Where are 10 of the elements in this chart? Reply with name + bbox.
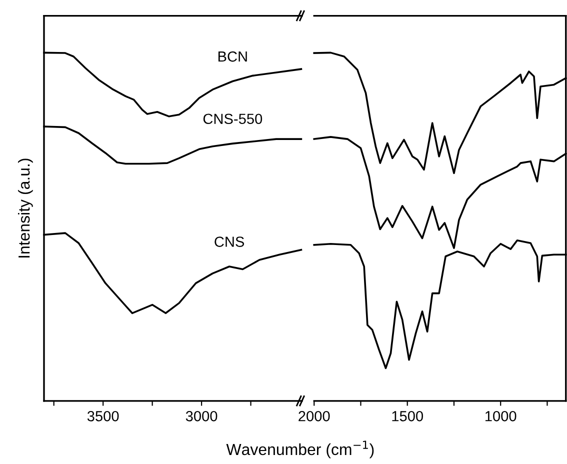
x-tick-label: 3000 bbox=[186, 411, 218, 422]
x-tick-label: 2000 bbox=[298, 411, 330, 422]
x-axis-title: Wavenumber (cm$^{−1}$) bbox=[226, 440, 374, 458]
series-label: CNS-550 bbox=[203, 114, 262, 124]
x-tick-label: 3500 bbox=[87, 411, 119, 422]
series-label: CNS bbox=[214, 236, 244, 247]
x-tick-label: 1500 bbox=[392, 411, 424, 422]
x-tick-label: 1000 bbox=[485, 411, 516, 422]
y-axis-title: Intensity (a.u.) bbox=[18, 158, 33, 258]
series-label: BCN bbox=[218, 51, 247, 62]
